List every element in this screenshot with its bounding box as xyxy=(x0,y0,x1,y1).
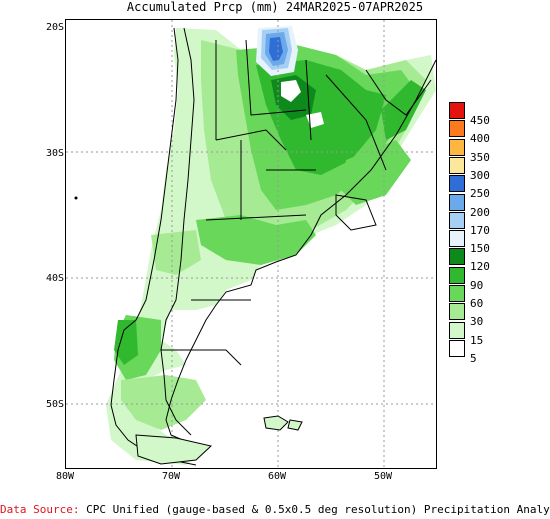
lon-label-80w: 80W xyxy=(55,471,75,482)
island-dot xyxy=(74,196,78,200)
legend-label-170: 170 xyxy=(470,223,490,237)
legend-swatch-60 xyxy=(449,285,465,302)
legend-label-60: 60 xyxy=(470,297,484,310)
data-source-footer: Data Source: CPC Unified (gauge-based & … xyxy=(0,503,550,516)
patagonia-90 xyxy=(114,320,138,365)
legend-swatch-5 xyxy=(449,339,465,357)
legend-label-200: 200 xyxy=(470,205,490,219)
lat-label-40s: 40S xyxy=(45,273,64,284)
graticule xyxy=(66,20,436,468)
legend-swatch-200 xyxy=(449,193,465,211)
legend-swatch-300 xyxy=(449,156,465,174)
legend-label-5: 5 xyxy=(470,351,477,365)
map-title: Accumulated Prcp (mm) 24MAR2025-07APR202… xyxy=(126,0,424,14)
lon-label-60w: 60W xyxy=(267,471,287,482)
falklands xyxy=(263,415,303,431)
uruguay-border xyxy=(335,194,377,231)
lat-label-30s: 30S xyxy=(45,148,64,159)
legend-label-250: 250 xyxy=(470,187,490,201)
map-frame xyxy=(65,19,437,469)
legend-label-150: 150 xyxy=(470,242,490,256)
pampas-30 xyxy=(151,230,201,275)
province-lines xyxy=(161,39,387,366)
atlantic-coast xyxy=(165,59,436,451)
legend-label-350: 350 xyxy=(470,150,490,164)
legend-swatch-400 xyxy=(449,120,465,138)
borders xyxy=(110,27,436,466)
legend-label-15: 15 xyxy=(470,333,484,347)
lat-label-50s: 50S xyxy=(45,399,64,410)
data-source-text: CPC Unified (gauge-based & 0.5x0.5 deg r… xyxy=(86,503,550,516)
legend-label-450: 450 xyxy=(470,114,490,127)
legend-swatch-120 xyxy=(449,248,465,266)
lon-label-70w: 70W xyxy=(161,471,181,482)
east-60 xyxy=(341,140,411,205)
pampas-60 xyxy=(196,215,316,265)
data-source-label: Data Source: xyxy=(0,503,80,516)
andes-border xyxy=(160,27,195,436)
legend-swatch-350 xyxy=(449,138,465,156)
lat-label-20s: 20S xyxy=(45,22,64,33)
legend-label-90: 90 xyxy=(470,278,484,292)
legend-label-400: 400 xyxy=(470,132,490,146)
white-patch xyxy=(281,80,301,102)
legend-swatch-450 xyxy=(449,102,465,119)
legend-label-30: 30 xyxy=(470,315,484,329)
pacific-coast xyxy=(110,27,197,466)
band-90b xyxy=(381,80,426,140)
lon-label-50w: 50W xyxy=(373,471,393,482)
legend-swatch-15 xyxy=(449,321,465,339)
precip-fills xyxy=(106,26,436,465)
tierra-del-fuego xyxy=(135,434,213,465)
patagonia-south xyxy=(121,375,206,430)
precipitation-map xyxy=(66,20,436,468)
blue-250 xyxy=(269,37,283,61)
legend-label-120: 120 xyxy=(470,260,490,274)
legend-swatch-170 xyxy=(449,211,465,229)
legend-swatch-90 xyxy=(449,266,465,284)
legend-swatch-250 xyxy=(449,175,465,193)
brazil-border xyxy=(365,69,432,116)
legend-swatch-30 xyxy=(449,303,465,321)
legend-label-300: 300 xyxy=(470,168,490,182)
legend-swatch-150 xyxy=(449,230,465,248)
